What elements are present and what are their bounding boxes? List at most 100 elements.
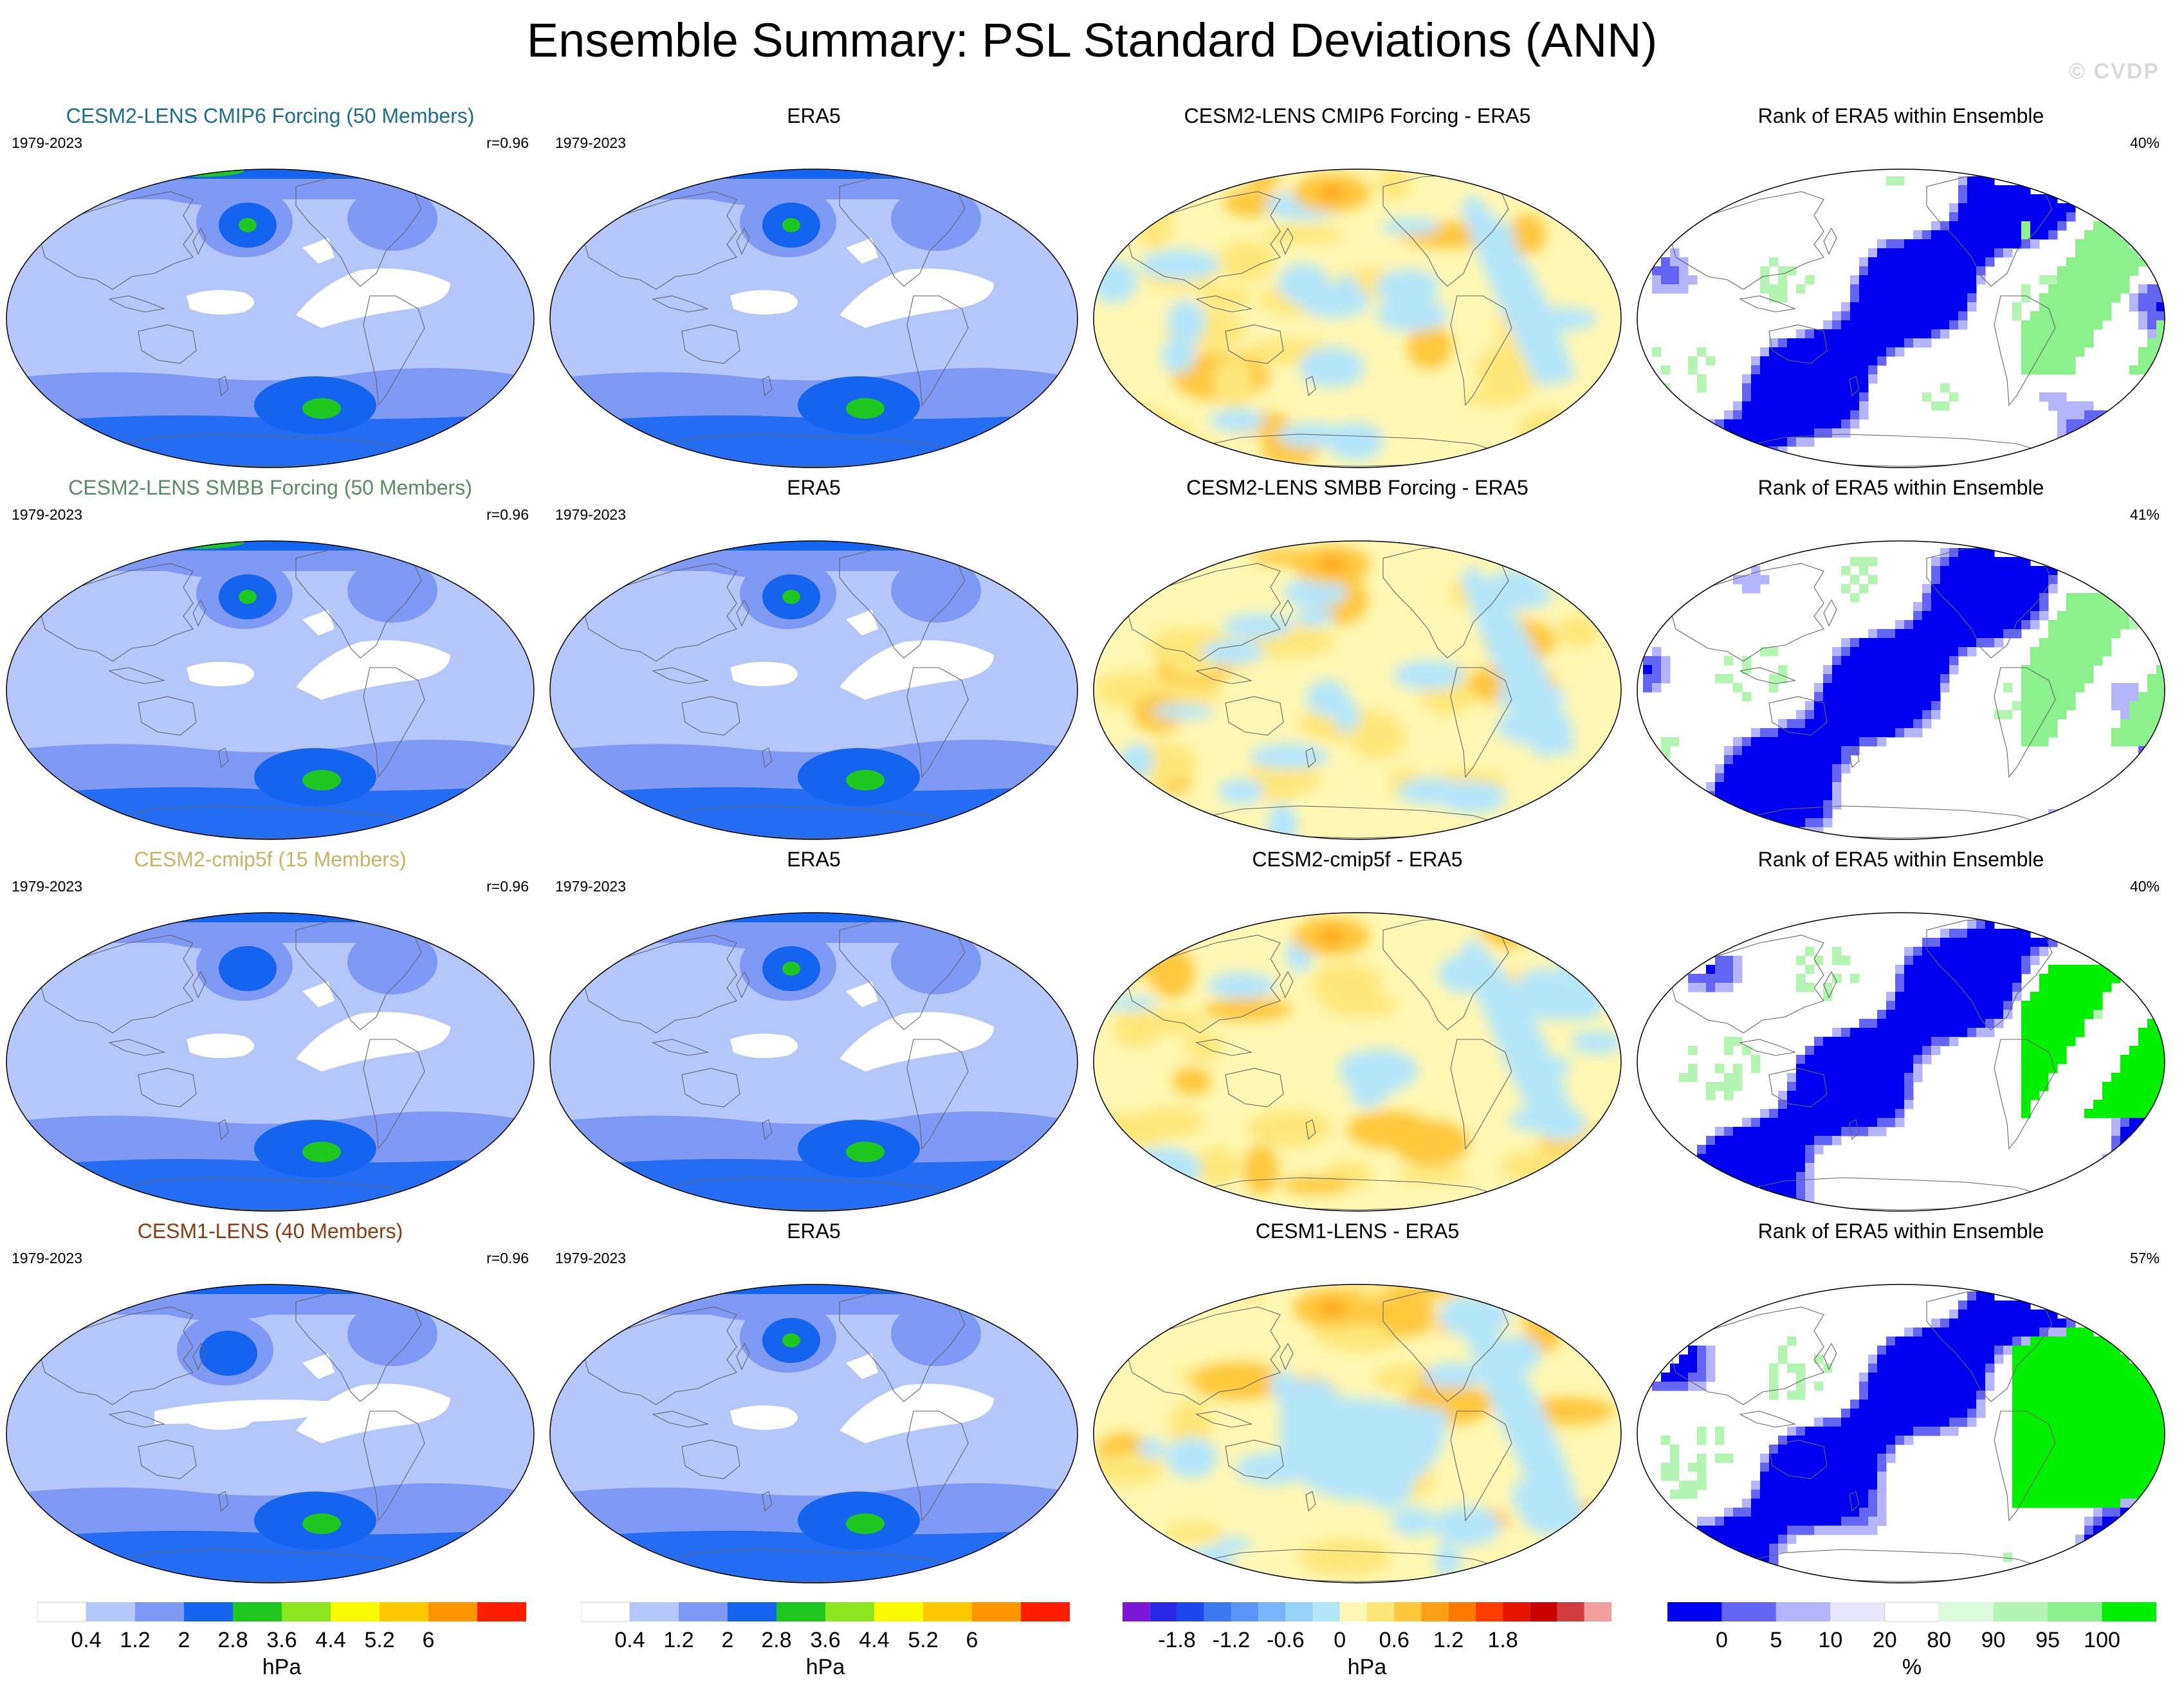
panel-model-2: CESM2-LENS SMBB Forcing (50 Members) 197… [0,475,540,840]
panel-title-model-2: CESM2-LENS SMBB Forcing (50 Members) [68,476,472,499]
colorbar-swatch [825,1602,874,1621]
colorbar-swatch [282,1602,331,1621]
colorbar-tick-label: 2.8 [761,1628,792,1652]
map-obs-4 [549,1284,1078,1584]
panel-rank-4: Rank of ERA5 within Ensemble 57% [1631,1218,2171,1584]
colorbar-swatch [1448,1602,1476,1621]
map-model-2 [6,540,535,840]
colorbar-tick-label: 80 [1927,1628,1952,1652]
colorbar-swatch [728,1602,776,1621]
colorbar-swatch [1721,1602,1776,1621]
panel-pct-rank-1: 40% [2129,134,2160,151]
colorbar-swatch [581,1602,630,1622]
colorbar-swatch [184,1602,233,1621]
panel-years-model-1: 1979-2023 [12,134,82,151]
colorbar-swatch [477,1602,526,1621]
panel-diff-3: CESM2-cmip5f - ERA5 [1087,846,1628,1212]
colorbar-swatch [874,1602,923,1621]
panel-title-model-4: CESM1-LENS (40 Members) [137,1219,403,1243]
panel-years-obs-2: 1979-2023 [555,506,626,523]
map-diff-2 [1093,540,1622,840]
colorbar-tick-label: 0.6 [1379,1628,1409,1652]
colorbar-swatch [679,1602,728,1621]
colorbar-swatch [1258,1602,1286,1621]
colorbar-swatch [1177,1602,1204,1621]
panel-title-diff-4: CESM1-LENS - ERA5 [1255,1219,1460,1243]
colorbar-sd-model: 0.4 1.2 2 2.8 3.6 4.4 5.2 6 hPa [37,1602,526,1685]
panel-title-rank-2: Rank of ERA5 within Ensemble [1757,476,2044,499]
colorbar-sd-obs: 0.4 1.2 2 2.8 3.6 4.4 5.2 6 hPa [581,1602,1070,1685]
panel-title-diff-3: CESM2-cmip5f - ERA5 [1252,848,1463,871]
panel-title-model-3: CESM2-cmip5f (15 Members) [134,848,407,871]
colorbar-tick-label: -1.2 [1212,1628,1251,1652]
colorbar-swatch [1123,1602,1150,1621]
colorbar-swatch [1021,1602,1070,1621]
colorbar-swatch [86,1602,135,1621]
colorbar-tick-label: 5.2 [364,1628,395,1652]
colorbar-swatch [1530,1602,1557,1621]
colorbar-unit: hPa [262,1655,302,1679]
map-diff-1 [1093,169,1622,468]
panel-title-diff-2: CESM2-LENS SMBB Forcing - ERA5 [1186,476,1528,499]
panel-obs-4: ERA5 1979-2023 [544,1218,1084,1584]
colorbar-swatch [1421,1602,1449,1621]
colorbar-tick-label: 2 [721,1628,734,1652]
panel-model-3: CESM2-cmip5f (15 Members) 1979-2023 r=0.… [0,846,540,1212]
colorbar-swatch [776,1602,825,1621]
panel-rank-2: Rank of ERA5 within Ensemble 41% [1631,475,2171,840]
colorbar-tick-label: 100 [2084,1628,2120,1652]
colorbar-swatch [1204,1602,1231,1621]
colorbar-swatch [233,1602,282,1621]
colorbar-tick-label: 95 [2035,1628,2060,1652]
colorbar-swatch [135,1602,184,1621]
colorbar-swatch [1667,1602,1722,1621]
colorbar-tick-label: 6 [422,1628,435,1652]
panel-rank-3: Rank of ERA5 within Ensemble 40% [1631,846,2171,1212]
panel-years-obs-3: 1979-2023 [555,878,626,895]
colorbar-tick-label: 0.4 [71,1628,102,1652]
map-obs-2 [549,540,1078,840]
panel-years-model-3: 1979-2023 [12,878,82,895]
panel-title-rank-3: Rank of ERA5 within Ensemble [1757,848,2044,871]
colorbar-swatches [37,1602,526,1622]
panel-title-diff-1: CESM2-LENS CMIP6 Forcing - ERA5 [1184,104,1531,127]
colorbar-swatch [1339,1602,1367,1621]
colorbar-swatch [1993,1602,2048,1621]
colorbar-swatch [380,1602,428,1621]
colorbar-tick-label: 3.6 [810,1628,841,1652]
colorbar-tick-label: 6 [966,1628,978,1652]
colorbar-swatch [1394,1602,1422,1621]
colorbar-tick-label: 20 [1872,1628,1897,1652]
panel-corr-model-3: r=0.96 [486,878,529,895]
colorbar-tick-label: 1.8 [1487,1628,1518,1652]
colorbar-swatches [581,1602,1070,1622]
panel-title-model-1: CESM2-LENS CMIP6 Forcing (50 Members) [66,104,475,127]
colorbar-swatches [1123,1602,1611,1621]
colorbar-rank: 0 5 10 20 80 90 95 100% [1667,1602,2156,1685]
colorbar-swatch [2048,1602,2102,1621]
colorbar-tick-label: 5 [1770,1628,1783,1652]
cvdp-watermark: © CVDP [2069,59,2160,84]
map-diff-4 [1093,1284,1622,1584]
colorbar-swatch [2102,1602,2156,1621]
colorbar-swatch [37,1602,87,1622]
figure-title: Ensemble Summary: PSL Standard Deviation… [526,14,1658,67]
colorbar-swatch [972,1602,1021,1621]
colorbar-tick-label: 3.6 [266,1628,297,1652]
map-rank-1 [1637,169,2165,468]
colorbar-tick-label: 0 [1715,1628,1728,1652]
panel-obs-2: ERA5 1979-2023 [544,475,1084,840]
colorbar-swatch [1475,1602,1503,1621]
colorbar-swatches [1667,1602,2156,1622]
colorbar-tick-label: 4.4 [859,1628,890,1652]
panel-years-model-2: 1979-2023 [12,506,82,523]
map-obs-1 [549,169,1078,468]
panel-title-obs-3: ERA5 [787,848,841,871]
colorbar-swatch [1503,1602,1530,1621]
colorbar-swatch [1285,1602,1313,1621]
panel-diff-4: CESM1-LENS - ERA5 [1087,1218,1628,1584]
colorbar-swatch [1584,1602,1611,1621]
colorbar-swatch [1939,1602,1994,1621]
colorbar-swatch [1367,1602,1395,1621]
panel-pct-rank-3: 40% [2129,878,2160,895]
